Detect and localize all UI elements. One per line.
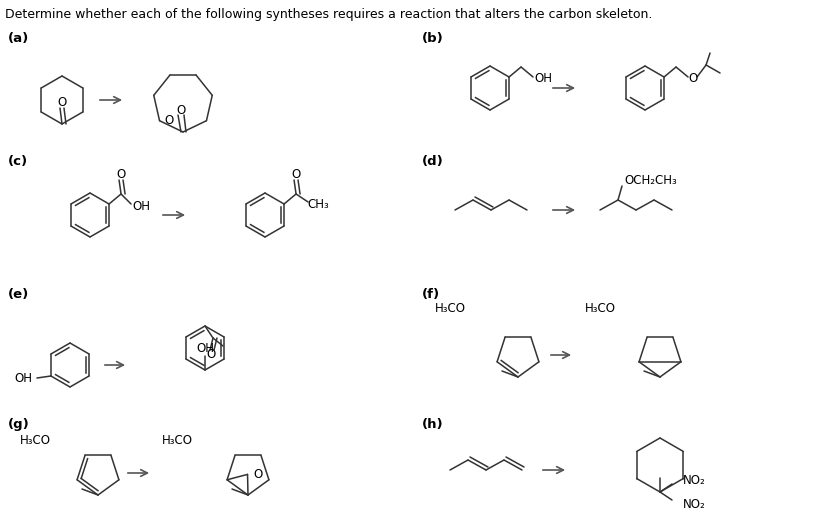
Text: O: O xyxy=(58,96,67,108)
Text: (h): (h) xyxy=(422,418,444,431)
Text: Determine whether each of the following syntheses requires a reaction that alter: Determine whether each of the following … xyxy=(5,8,653,21)
Text: O: O xyxy=(689,72,698,86)
Text: H₃CO: H₃CO xyxy=(585,301,616,315)
Text: O: O xyxy=(177,103,186,117)
Text: (f): (f) xyxy=(422,288,440,301)
Text: O: O xyxy=(117,168,126,182)
Text: O: O xyxy=(206,348,215,362)
Text: O: O xyxy=(253,468,262,481)
Text: O: O xyxy=(292,168,301,182)
Text: (a): (a) xyxy=(8,32,30,45)
Text: (c): (c) xyxy=(8,155,28,168)
Text: H₃CO: H₃CO xyxy=(20,433,51,447)
Text: (d): (d) xyxy=(422,155,444,168)
Text: H₃CO: H₃CO xyxy=(435,301,466,315)
Text: OH: OH xyxy=(534,72,552,86)
Text: OH: OH xyxy=(14,372,32,384)
Text: O: O xyxy=(164,114,173,127)
Text: (e): (e) xyxy=(8,288,30,301)
Text: OH: OH xyxy=(196,342,214,354)
Text: OCH₂CH₃: OCH₂CH₃ xyxy=(624,174,677,186)
Text: OH: OH xyxy=(132,200,150,212)
Text: NO₂: NO₂ xyxy=(682,497,705,511)
Text: H₃CO: H₃CO xyxy=(162,433,193,447)
Text: (b): (b) xyxy=(422,32,444,45)
Text: CH₃: CH₃ xyxy=(307,197,329,211)
Text: (g): (g) xyxy=(8,418,30,431)
Text: NO₂: NO₂ xyxy=(682,474,705,486)
